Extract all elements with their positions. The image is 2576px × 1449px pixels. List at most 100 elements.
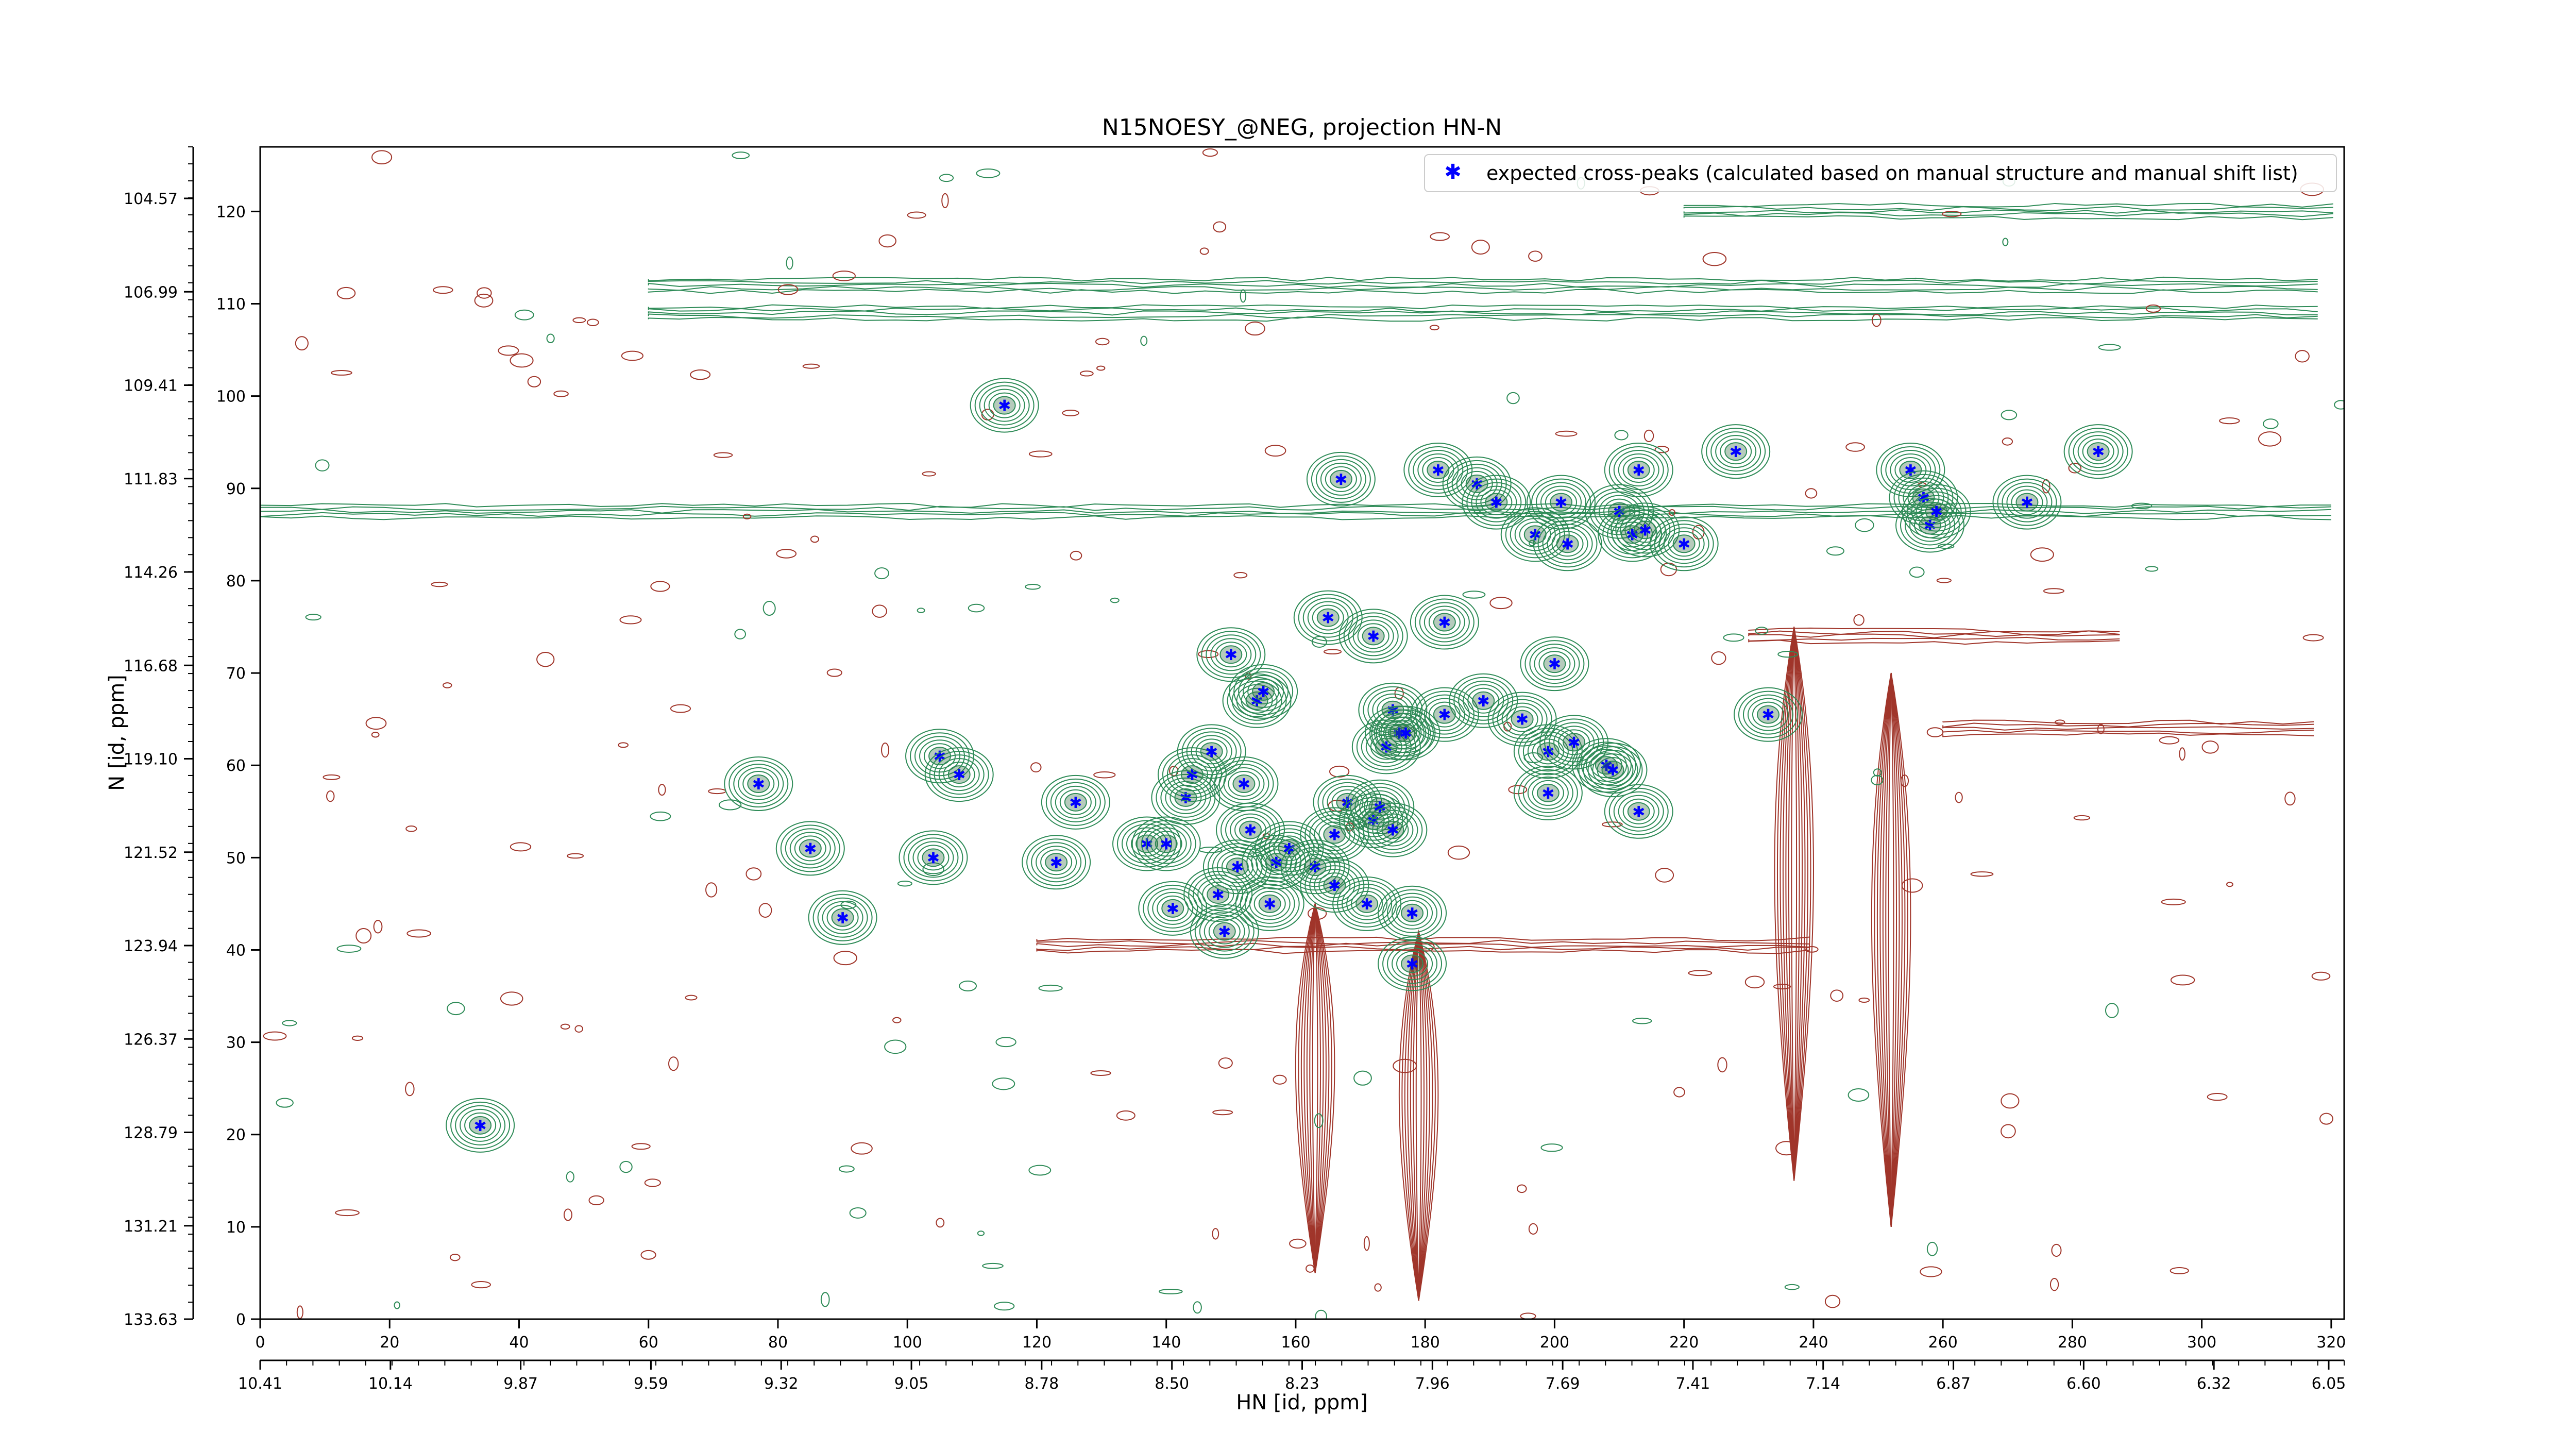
peak-contour: [1050, 782, 1101, 822]
peak-marker: ✱: [1541, 785, 1554, 803]
peak-contour: [1620, 510, 1671, 550]
noise-contour: [1516, 1184, 1527, 1193]
peak-contour: [1320, 462, 1362, 496]
peak-contour: [1543, 654, 1566, 673]
peak-contour: [1381, 820, 1404, 839]
peak-contour: [970, 378, 1039, 433]
noise-contour: [2334, 400, 2344, 410]
noise-contour: [621, 350, 643, 361]
cross-peak: ✱: [924, 747, 994, 802]
peak-contour: [1233, 667, 1294, 715]
noise-contour: [1030, 762, 1042, 773]
peak-marker: ✱: [836, 909, 849, 928]
noise-contour: [351, 1035, 364, 1041]
peak-contour: [1064, 793, 1087, 812]
peak-contour: [1226, 857, 1249, 877]
legend-marker-icon: ✱: [1444, 160, 1462, 184]
negative-column: [1398, 929, 1439, 1301]
y-ppm-tick-label: 133.63: [124, 1311, 178, 1329]
noise-contour: [447, 1002, 465, 1016]
noise-contour: [326, 790, 335, 802]
peak-contour: [1706, 428, 1766, 476]
negative-column: [1774, 627, 1814, 1181]
noise-contour: [1218, 1057, 1233, 1069]
peak-contour: [1150, 831, 1182, 857]
y-ppm-axis: 133.63 131.21 128.79 126.37 123.94 121.52 119.…: [124, 146, 194, 1329]
y-tick-label: 30: [226, 1034, 246, 1052]
peak-contour: [1258, 894, 1281, 913]
peak-contour: [1742, 694, 1793, 735]
peak-contour: [775, 821, 845, 876]
peak-contour: [993, 396, 1016, 415]
peak-contour: [1170, 784, 1202, 811]
cross-peak: ✱: [1280, 839, 1350, 895]
peak-contour: [1505, 511, 1565, 559]
peak-contour: [2087, 442, 2110, 461]
noise-contour: [1198, 650, 1219, 659]
noise-contour: [586, 318, 599, 327]
peak-contour: [1472, 691, 1495, 710]
x-ppm-axis: 10.41 10.14 9.87 9.59 9.32 9.05 8.78 8.50 8.23 7.…: [238, 1359, 2346, 1393]
peak-contour: [922, 848, 945, 867]
peak-marker: ✱: [1231, 858, 1244, 877]
peak-contour: [1608, 787, 1669, 835]
noise-contour: [713, 452, 733, 458]
noise-contour: [1489, 597, 1513, 610]
peak-contour: [1040, 849, 1073, 875]
peak-contour: [2073, 431, 2124, 472]
peak-contour: [1403, 442, 1473, 497]
peak-contour: [1906, 487, 1967, 535]
x-ppm-tick-label: 6.87: [1936, 1375, 1971, 1393]
contour-line: [1942, 732, 2314, 737]
peak-contour: [1549, 722, 1600, 763]
noise-contour: [1307, 907, 1327, 920]
contour-line: [648, 313, 2318, 319]
x-tick-label: 220: [1669, 1334, 1699, 1352]
x-ppm-tick-label: 7.14: [1806, 1375, 1840, 1393]
contour-line: [648, 316, 2318, 322]
peak-contour: [1268, 832, 1310, 865]
noise-contour: [1506, 392, 1520, 405]
peak-contour: [1427, 460, 1450, 479]
y-tick-label: 120: [216, 203, 246, 221]
peak-contour: [1898, 477, 1949, 518]
peak-contour: [1604, 784, 1673, 839]
noise-contour: [1212, 1228, 1219, 1240]
noise-contour: [685, 995, 698, 1001]
cross-peak: ✱: [1526, 475, 1596, 530]
noise-contour: [2145, 304, 2161, 313]
noise-contour: [394, 1301, 400, 1309]
contour-line: [260, 502, 2332, 508]
contour-line: [1683, 209, 2333, 214]
peak-contour: [1876, 442, 1945, 497]
peak-contour: [934, 754, 985, 795]
peak-contour: [789, 832, 831, 865]
noise-contour: [335, 1209, 360, 1217]
noise-contour: [777, 284, 799, 295]
peak-contour: [1392, 896, 1433, 930]
noise-contour: [1062, 410, 1079, 416]
peak-contour: [1045, 778, 1106, 826]
peak-contour: [446, 1098, 515, 1153]
y-tick-label: 70: [226, 665, 246, 683]
contour-line: [1295, 901, 1335, 1273]
cross-peak: ✱: [1604, 442, 1673, 497]
noise-contour: [917, 608, 925, 613]
peak-contour: [1997, 478, 2057, 526]
peak-marker: ✱: [804, 840, 817, 858]
noise-contour: [1070, 550, 1082, 561]
cross-peak: ✱: [1255, 821, 1324, 876]
noise-contour: [2055, 719, 2065, 725]
y-ppm-tick-label: 126.37: [124, 1031, 178, 1049]
x-tick-label: 300: [2187, 1334, 2216, 1352]
peak-contour: [1547, 527, 1588, 561]
noise-contour: [1926, 727, 1944, 737]
peak-contour: [1701, 424, 1771, 479]
y-tick-label: 40: [226, 941, 246, 959]
noise-contours: [263, 148, 2344, 1319]
cross-peak: ✱: [1229, 664, 1298, 719]
noise-contour: [690, 369, 711, 380]
peak-contour: [1458, 680, 1509, 721]
noise-contour: [588, 1195, 604, 1206]
noise-contour: [1429, 325, 1439, 331]
